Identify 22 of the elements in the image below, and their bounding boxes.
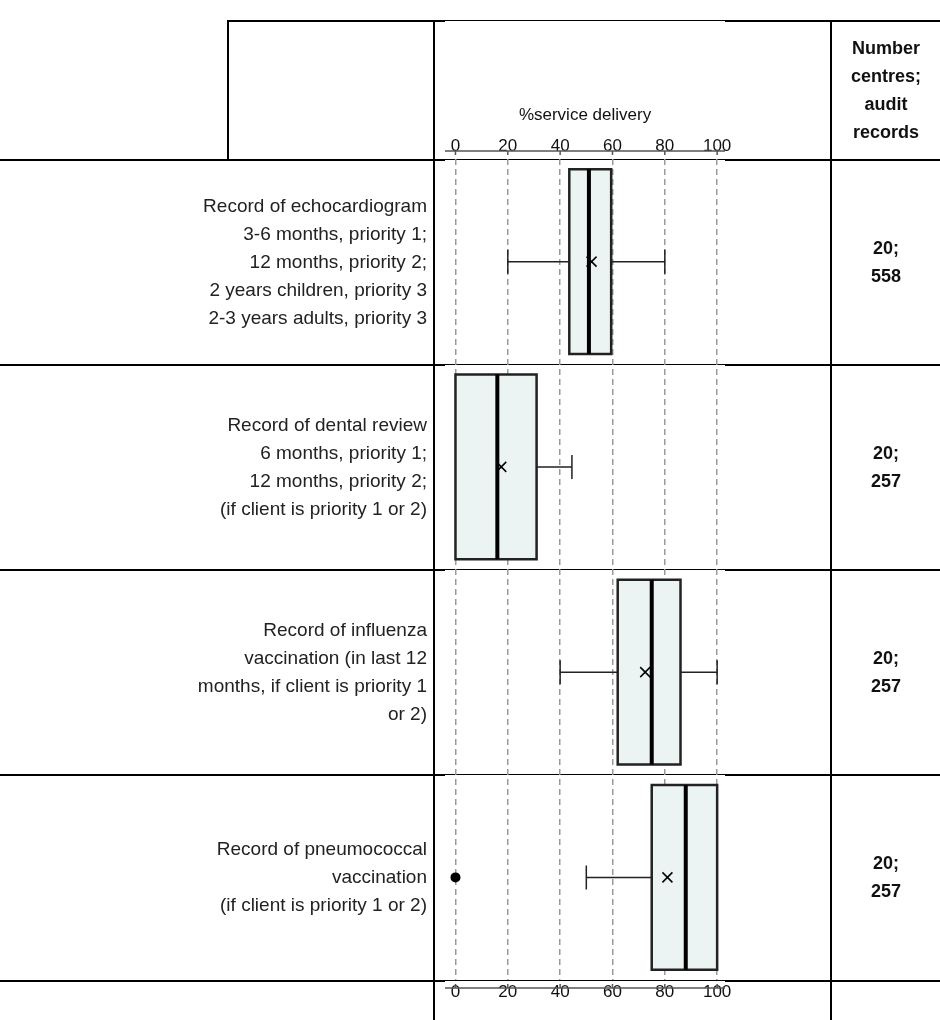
x-tick-label: 40 (550, 136, 570, 156)
x-tick-label: 100 (702, 136, 732, 156)
y-tick-label: Record of dental review 6 months, priority 1; 12 months, priority 2; (if client is priority 1 or 2) (219, 412, 427, 521)
y-tick-label: Record of echocardiogram 3-6 months, priority 1; 12 months, priority 2; 2 years children, priority 3 2-3 years adults, priority 3 (202, 193, 427, 330)
x-tick-label: 80 (655, 136, 675, 156)
text: Number centres; audit records (850, 36, 922, 144)
text: 20; 257 (869, 852, 902, 903)
x2-tick-label: 20 (498, 981, 518, 1001)
x2-tick-label: 40 (550, 981, 570, 1001)
y-tick-label: Record of pneumococcal vaccination (if client is priority 1 or 2) (215, 837, 427, 917)
x-tick-label: 0 (450, 136, 461, 156)
x2-tick-label: 60 (603, 981, 622, 1001)
text: 20; 257 (869, 646, 902, 698)
x2-tick-label: 100 (702, 981, 732, 1001)
x-tick-label: 60 (603, 136, 622, 156)
x-tick-label: 20 (498, 136, 518, 156)
text: 20; 257 (869, 441, 902, 493)
text: 20; 558 (869, 236, 902, 288)
x2-axis-title: %service delivery (518, 104, 652, 124)
y-tick-label: Record of influenza vaccination (in last 12 months, if client is priority 1 or 2) (196, 617, 427, 726)
x2-tick-label: 0 (450, 981, 461, 1001)
x2-tick-label: 80 (655, 981, 675, 1001)
